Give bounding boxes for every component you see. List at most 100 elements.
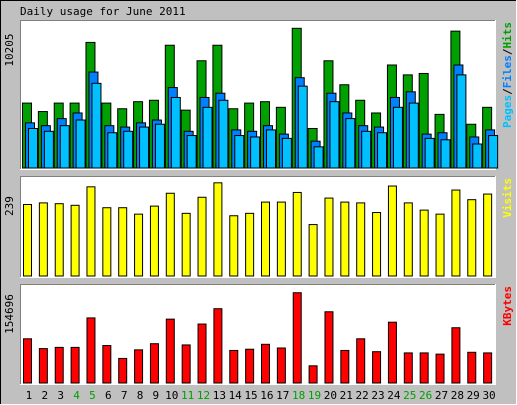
x-tick-label: 4 [73, 389, 80, 402]
kbytes-bar [213, 308, 223, 384]
x-tick-label: 24 [387, 389, 401, 402]
pages-bar [313, 146, 324, 169]
visits-legend: Visits [501, 178, 514, 218]
pages-bar [488, 135, 499, 169]
kbytes-bar [276, 347, 286, 384]
kbytes-bar [23, 338, 32, 384]
kbytes-bar [229, 349, 239, 384]
kbytes-bar [403, 352, 413, 384]
kbytes-bar [149, 343, 159, 384]
visits-bar [149, 205, 159, 277]
pages-bar [266, 129, 276, 169]
x-tick-label: 17 [276, 389, 289, 402]
pages-bar [59, 125, 70, 169]
pages-bar [456, 74, 467, 169]
kbytes-bar [340, 349, 350, 384]
x-tick-label: 29 [467, 389, 480, 402]
visits-bar [372, 212, 382, 277]
visits-bar [451, 189, 461, 277]
pages-bar [43, 130, 54, 169]
kbytes-legend: KBytes [501, 286, 514, 326]
kbytes-bar [38, 348, 48, 384]
kbytes-bar [86, 317, 96, 384]
x-tick-label: 28 [451, 389, 464, 402]
legend-separator: / [501, 48, 514, 55]
pages-bar [392, 106, 403, 169]
pages-bar [139, 126, 150, 169]
pages-bar [440, 139, 451, 169]
kbytes-bar [70, 346, 80, 384]
visits-bar [387, 185, 397, 277]
legend-visits: Visits [501, 178, 514, 218]
kbytes-bar [483, 352, 493, 384]
pages-bar [123, 130, 134, 169]
plot-area [20, 176, 496, 278]
x-tick-label: 5 [89, 389, 96, 402]
visits-bar [102, 207, 112, 277]
kbytes-bar [118, 357, 128, 384]
x-tick-label: 14 [229, 389, 243, 402]
visits-bar [181, 212, 191, 277]
kbytes-bar [197, 323, 207, 384]
pages-bar [75, 119, 86, 169]
visits-bar [340, 201, 350, 277]
legend-separator: / [501, 88, 514, 95]
kbytes-bar [54, 346, 64, 384]
visits-bar [54, 203, 64, 277]
kbytes-bar [324, 311, 334, 384]
pages-bar [91, 82, 102, 169]
kbytes-bar [261, 343, 270, 384]
x-tick-label: 27 [435, 389, 448, 402]
kbytes-bar [387, 321, 397, 384]
visits-bar [134, 213, 144, 277]
kbytes-panel: 154696 KBytes [3, 284, 514, 385]
x-tick-label: 9 [153, 389, 160, 402]
kbytes-bar [102, 345, 112, 384]
x-tick-label: 3 [57, 389, 64, 402]
legend-hits: Hits [501, 22, 514, 49]
pages-bar [250, 136, 261, 169]
x-tick-label: 6 [105, 389, 112, 402]
visits-bar [245, 212, 255, 277]
kbytes-bar [134, 349, 144, 384]
pages-bar [377, 132, 388, 169]
kbytes-bar [372, 351, 382, 384]
x-tick-label: 2 [41, 389, 48, 402]
pages-bar [329, 101, 340, 169]
x-tick-label: 18 [292, 389, 305, 402]
pages-bar [202, 106, 213, 169]
x-tick-label: 13 [213, 389, 226, 402]
visits-bar [197, 196, 207, 277]
x-tick-label: 12 [197, 389, 210, 402]
visits-bar [261, 201, 270, 277]
visits-bar [483, 193, 493, 277]
kbytes-bar [181, 344, 191, 384]
x-tick-label: 15 [244, 389, 257, 402]
visits-bar [70, 204, 80, 277]
visits-bar [276, 201, 286, 277]
pages-bar [472, 143, 483, 169]
visits-bar [23, 204, 32, 277]
visits-panel: 239 Visits [3, 176, 514, 278]
kbytes-bar [419, 352, 429, 384]
x-tick-label: 30 [482, 389, 495, 402]
visits-bar [403, 202, 413, 277]
x-tick-label: 11 [181, 389, 194, 402]
visits-bar [324, 197, 334, 277]
pages-bar [281, 137, 292, 169]
kbytes-bar [451, 327, 461, 384]
kbytes-max-label: 154696 [3, 294, 16, 334]
pages-bar [345, 118, 356, 169]
x-tick-label: 8 [137, 389, 144, 402]
kbytes-bar [292, 292, 302, 384]
kbytes-bar [165, 318, 175, 384]
pages-bar [408, 102, 419, 169]
visits-bar [86, 186, 96, 277]
x-tick-label: 16 [260, 389, 273, 402]
visits-bar [229, 215, 239, 277]
kbytes-bar [467, 351, 477, 384]
visits-bar [467, 199, 477, 277]
